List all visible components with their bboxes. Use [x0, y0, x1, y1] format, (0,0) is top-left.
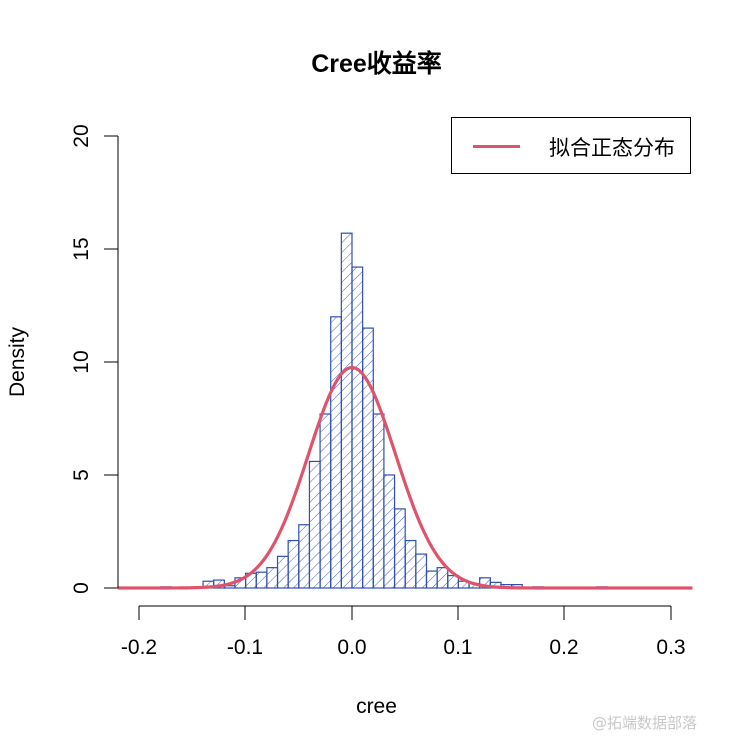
histogram-bar: [436, 567, 449, 589]
histogram-bar: [362, 327, 374, 589]
histogram-bar: [340, 232, 353, 589]
histogram-bar: [425, 570, 438, 589]
y-axis: [104, 135, 119, 589]
x-tick-label: 0.0: [337, 636, 367, 659]
histogram-bar: [319, 413, 332, 589]
x-tick-label: -0.2: [120, 636, 158, 659]
chart-title: Cree收益率: [311, 50, 442, 78]
y-tick-label: 15: [70, 237, 93, 261]
y-axis-label: Density: [6, 326, 29, 398]
histogram-bar: [287, 539, 300, 589]
histogram-bar: [298, 524, 311, 589]
x-tick-label: -0.1: [226, 636, 264, 659]
normal-density-curve: [117, 365, 693, 590]
x-tick-label: 0.2: [549, 636, 579, 659]
y-tick-label: 10: [70, 350, 93, 374]
x-tick-label: 0.3: [656, 636, 686, 659]
histogram-bar: [383, 474, 396, 589]
histogram-bar: [404, 539, 417, 589]
histogram-bar: [415, 553, 428, 589]
histogram-bar: [276, 555, 289, 589]
histogram-bars: [159, 232, 608, 589]
y-tick-label: 0: [70, 582, 93, 594]
y-tick-label: 20: [70, 124, 93, 148]
legend-line-swatch: [473, 145, 520, 148]
x-tick-label: 0.1: [443, 636, 473, 659]
x-axis-label: cree: [356, 695, 397, 718]
histogram-bar: [255, 571, 268, 589]
legend: 拟合正态分布: [451, 117, 691, 174]
histogram-bar: [351, 266, 364, 589]
histogram-bar: [372, 413, 385, 589]
histogram-bar: [308, 460, 321, 589]
histogram-bar: [393, 508, 406, 589]
y-tick-label: 5: [70, 469, 93, 481]
histogram-bar: [330, 316, 342, 589]
x-axis: [138, 605, 672, 620]
histogram-bar: [266, 567, 279, 589]
watermark: @拓端数据部落: [592, 714, 698, 732]
legend-label: 拟合正态分布: [549, 136, 675, 160]
